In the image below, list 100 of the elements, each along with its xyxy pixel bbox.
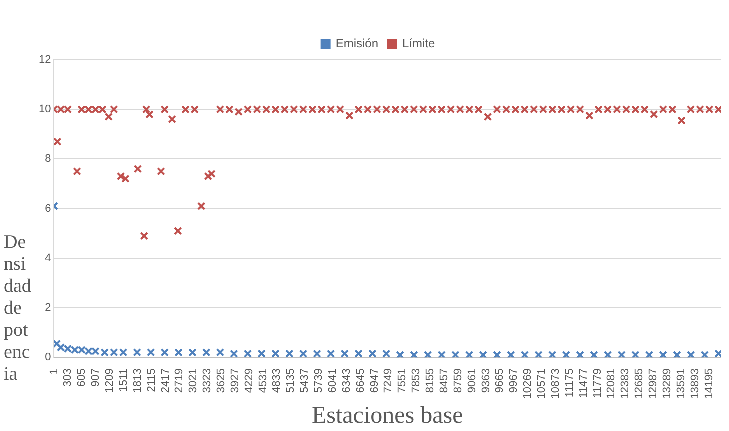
x-tick-label: 6947: [368, 368, 381, 394]
x-tick-label: 12081: [606, 368, 618, 400]
x-tick-label: 8155: [424, 368, 437, 394]
y-tick-label: 0: [45, 352, 52, 364]
point: [92, 347, 100, 356]
x-tick-label: 11477: [578, 368, 590, 398]
x-tick-label: 1813: [132, 368, 144, 394]
x-tick-label: 12685: [634, 368, 646, 400]
point: [410, 350, 418, 358]
point: [258, 350, 266, 358]
x-tick-label: 11779: [592, 368, 604, 398]
point: [70, 346, 80, 354]
x-tick-label: 2417: [160, 368, 172, 394]
point: [244, 350, 252, 358]
point: [285, 350, 294, 358]
point: [604, 350, 612, 358]
point: [659, 350, 668, 358]
x-tick-label: 7853: [410, 368, 423, 394]
x-tick-label: 3021: [188, 368, 200, 394]
legend-label: Emisión: [336, 36, 379, 50]
y-tick-label: 8: [45, 153, 52, 166]
point: [618, 350, 626, 358]
x-tick-label: 1: [48, 368, 60, 375]
y-tick-label: 6: [45, 202, 52, 215]
point: [299, 350, 308, 358]
point: [78, 346, 86, 354]
x-tick-label: 12383: [620, 368, 632, 400]
point: [354, 350, 363, 358]
point: [396, 350, 405, 358]
x-tick-label: 9061: [466, 368, 478, 394]
point: [326, 350, 336, 358]
point: [110, 348, 118, 357]
point: [465, 350, 474, 358]
y-tick-label: 4: [45, 252, 52, 264]
x-tick-label: 2719: [174, 368, 186, 394]
point: [548, 350, 557, 358]
point: [686, 350, 696, 358]
x-tick-label: 13591: [675, 368, 688, 400]
x-tick-label: 10873: [550, 368, 562, 400]
point: [673, 350, 682, 358]
point: [590, 350, 598, 358]
point: [100, 348, 110, 357]
point: [479, 350, 488, 358]
point: [119, 348, 128, 357]
x-tick-label: 9665: [494, 368, 506, 394]
x-tick-label: 1209: [104, 368, 116, 394]
x-tick-label: 4833: [271, 368, 284, 394]
point: [188, 348, 197, 357]
x-tick-label: 303: [62, 368, 74, 387]
x-tick-label: 13893: [689, 368, 702, 400]
point: [576, 350, 584, 358]
point: [272, 350, 280, 358]
point: [216, 348, 225, 357]
x-tick-label: 10269: [522, 368, 534, 400]
x-tick-label: 1511: [118, 368, 130, 392]
point: [146, 348, 156, 357]
point: [493, 350, 502, 358]
point: [700, 350, 710, 358]
x-tick-label: 10571: [536, 368, 548, 400]
point: [174, 348, 184, 357]
x-tick-label: 4531: [257, 368, 270, 394]
point: [56, 344, 66, 352]
y-tick-label: 12: [38, 54, 52, 66]
x-tick-label: 14195: [703, 368, 716, 400]
x-tick-label: 3927: [229, 368, 242, 394]
y-tick-label: 10: [38, 104, 52, 116]
point: [230, 350, 238, 358]
point: [631, 350, 640, 358]
point: [382, 350, 391, 358]
x-tick-label: 6041: [326, 368, 339, 394]
x-tick-label: 5135: [285, 368, 298, 394]
point: [562, 350, 571, 358]
x-tick-label: 4229: [243, 368, 256, 394]
x-tick-label: 9967: [508, 368, 520, 394]
x-tick-label: 11175: [564, 368, 576, 398]
x-tick-label: 6343: [340, 368, 353, 394]
x-tick-label: 3323: [202, 368, 214, 394]
x-axis-title: Estaciones base: [312, 402, 464, 429]
x-tick-label: 5437: [299, 368, 312, 394]
point: [645, 350, 654, 358]
point: [202, 348, 211, 357]
x-tick-label: 9363: [480, 368, 492, 394]
y-axis-title: Densidad de potencia: [4, 232, 32, 386]
x-tick-label: 12987: [648, 368, 660, 400]
point: [84, 347, 93, 356]
x-tick-label: 7249: [382, 368, 395, 394]
legend-label: Límite: [402, 36, 436, 50]
x-tick-label: 605: [76, 368, 88, 387]
x-tick-label: 13289: [661, 368, 674, 400]
x-tick-label: 5739: [313, 368, 326, 394]
point: [340, 350, 350, 358]
point: [368, 350, 377, 358]
point: [438, 350, 446, 358]
y-tick-label: 2: [45, 302, 52, 314]
x-tick-label: 8759: [452, 368, 464, 394]
point: [54, 340, 62, 348]
x-tick-label: 3625: [216, 368, 228, 394]
x-tick-label: 2115: [146, 368, 158, 392]
x-tick-label: 6645: [354, 368, 367, 394]
x-tick-label: 907: [90, 368, 102, 387]
